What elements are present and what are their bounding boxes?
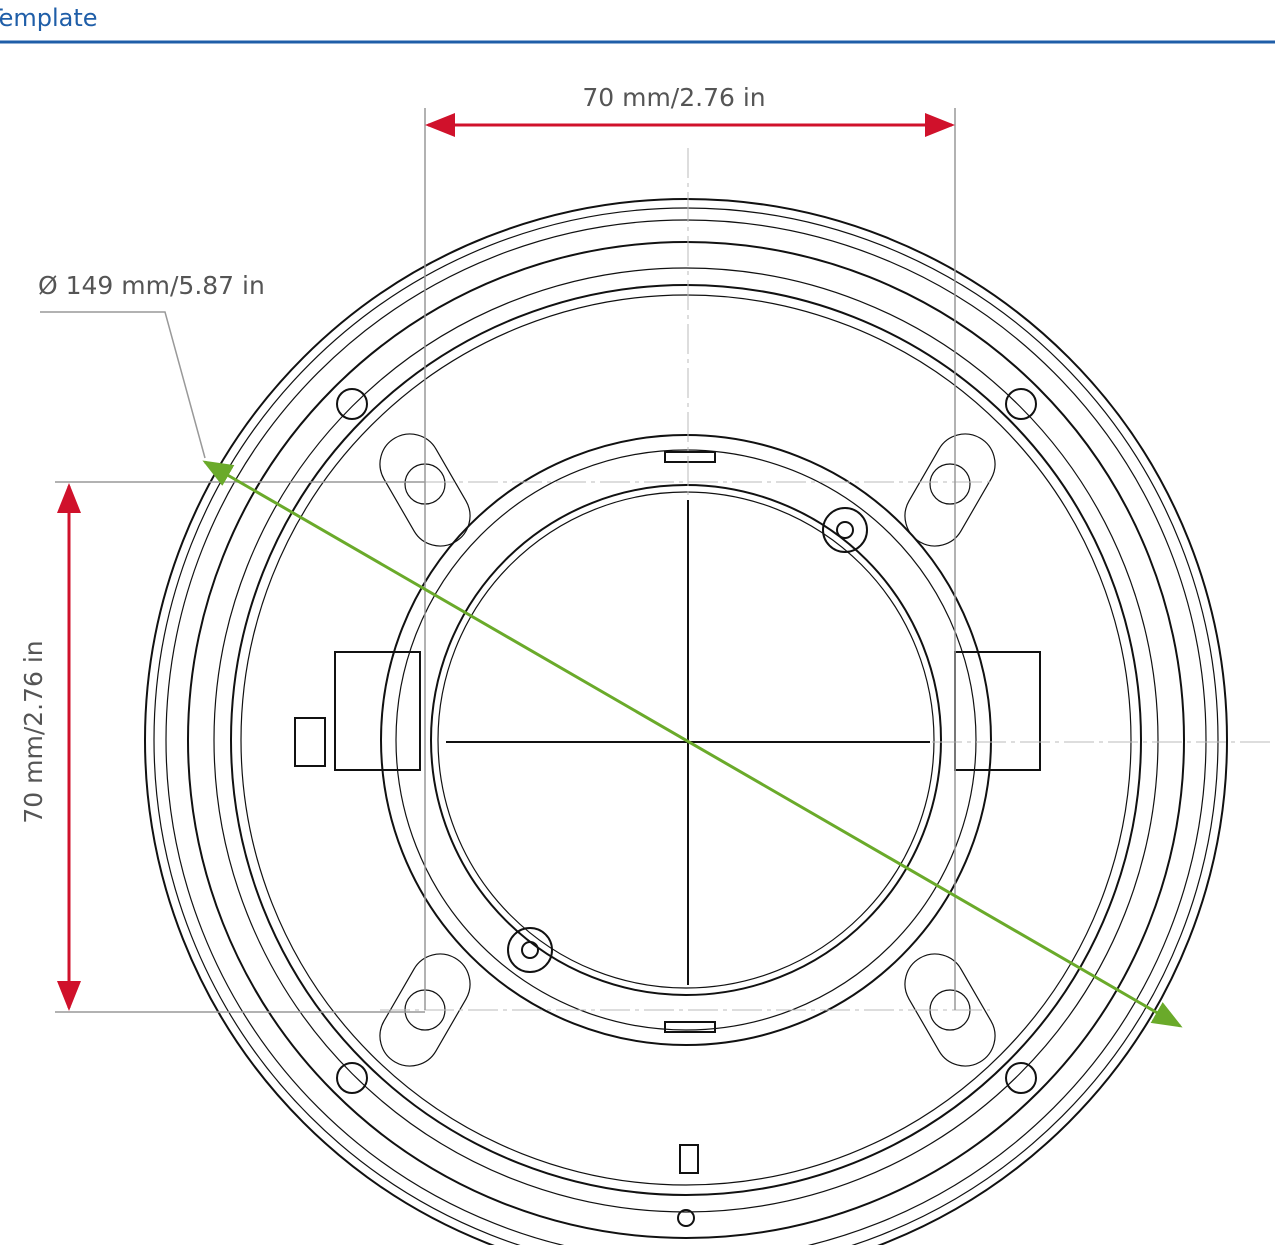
dimension-label: 70 mm/2.76 in <box>582 83 765 112</box>
dimension-label: Ø 149 mm/5.87 in <box>38 271 265 300</box>
center-lines <box>380 148 1275 1010</box>
device-outline <box>145 199 1227 1245</box>
page: Template <box>0 0 1275 1245</box>
dimension-label: 70 mm/2.76 in <box>19 640 48 823</box>
drawing: Template <box>0 0 1275 1245</box>
header-title: Template <box>0 4 98 32</box>
